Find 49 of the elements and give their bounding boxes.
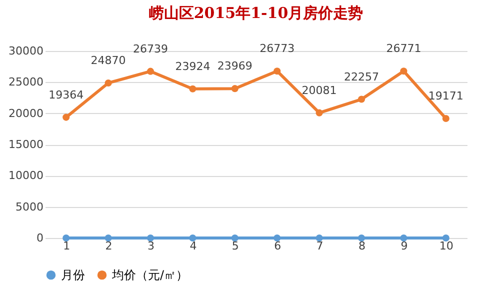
point (358, 234, 366, 242)
point (189, 85, 196, 92)
point (231, 85, 238, 92)
y-tick-label: 30000 (8, 44, 44, 58)
data-label: 24870 (90, 54, 126, 67)
point (274, 68, 281, 75)
data-label: 20081 (302, 84, 337, 97)
point (104, 79, 112, 87)
x-tick-label: 8 (358, 240, 366, 252)
x-tick-label: 5 (232, 240, 239, 252)
point (62, 114, 70, 121)
y-tick-label: 15000 (8, 138, 44, 151)
x-tick-label: 3 (148, 240, 154, 252)
x-tick-label: 9 (400, 240, 408, 252)
data-label: 26771 (386, 42, 422, 56)
point (316, 234, 323, 242)
y-tick-label: 20000 (8, 106, 44, 120)
point (400, 234, 408, 242)
data-label: 19171 (428, 90, 464, 102)
point (358, 96, 366, 103)
point (442, 114, 450, 122)
data-label: 26773 (260, 42, 295, 56)
x-tick-label: 6 (274, 240, 282, 252)
data-label: 22257 (344, 70, 379, 84)
y-tick-label: 5000 (16, 200, 44, 214)
x-tick-label: 1 (63, 240, 70, 252)
point (400, 68, 408, 75)
x-tick-label: 10 (439, 240, 454, 252)
chart-title: 崂山区2015年1-10月房价走势 (148, 4, 364, 22)
x-tick-label: 7 (316, 240, 324, 252)
point (104, 234, 112, 242)
x-tick-label: 4 (190, 240, 197, 252)
y-tick-label: 10000 (8, 169, 44, 182)
data-label: 23969 (217, 60, 252, 73)
point (62, 234, 70, 242)
point (189, 234, 196, 242)
data-label: 23924 (175, 60, 210, 73)
legend-label: 月份 (61, 268, 85, 282)
x-tick-label: 2 (105, 240, 112, 252)
point (146, 234, 154, 242)
data-label: 19364 (48, 88, 84, 102)
point (231, 234, 238, 242)
point (316, 109, 323, 116)
point (146, 68, 154, 75)
point (274, 234, 281, 242)
y-tick-label: 0 (36, 232, 44, 244)
data-label: 26739 (133, 42, 168, 56)
legend-label: 均价（元/㎡） (111, 268, 188, 282)
y-tick-label: 25000 (8, 76, 44, 89)
